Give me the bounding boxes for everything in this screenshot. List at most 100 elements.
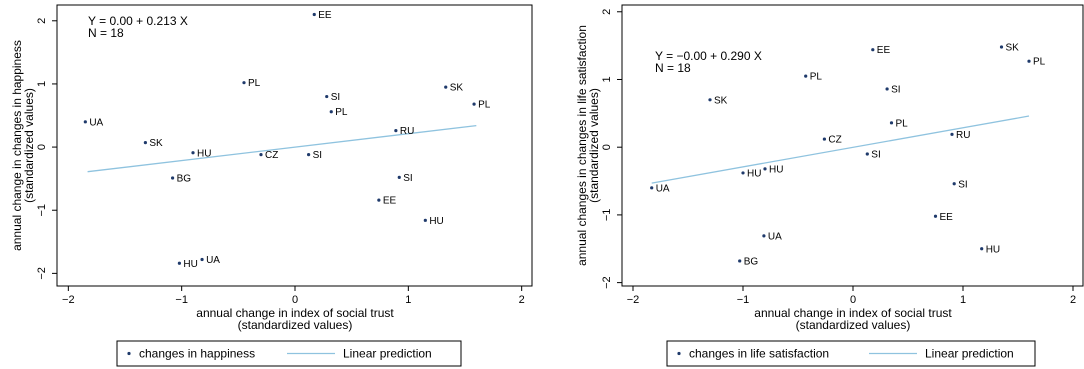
point-label: EE	[940, 212, 954, 223]
point-label: EE	[877, 45, 891, 56]
data-point	[708, 98, 712, 102]
x-tick-label: 0	[292, 294, 298, 306]
data-point	[952, 182, 956, 186]
point-label: PL	[1033, 57, 1046, 68]
data-point	[763, 167, 767, 171]
legend-label: changes in life satisfaction	[689, 347, 829, 361]
point-label: SI	[871, 149, 880, 160]
point-label: SI	[331, 92, 340, 103]
data-point	[871, 48, 875, 52]
data-point	[472, 102, 476, 106]
legend-box	[666, 340, 1036, 367]
point-label: PL	[478, 100, 491, 111]
y-tick-label: 1	[36, 81, 48, 87]
legend-marker	[127, 351, 131, 356]
x-tick-label: −1	[737, 294, 750, 306]
point-label: BG	[744, 256, 759, 267]
y-tick-label: 0	[601, 144, 613, 150]
point-label: SI	[313, 150, 322, 161]
point-label: HU	[769, 164, 783, 175]
data-point	[423, 218, 427, 222]
data-point	[650, 186, 654, 190]
point-label: PL	[335, 107, 348, 118]
x-tick-label: 0	[850, 294, 856, 306]
legend-label: changes in happiness	[139, 347, 255, 361]
point-label: EE	[318, 10, 332, 21]
data-point	[325, 94, 329, 99]
point-label: CZ	[828, 135, 841, 146]
data-point	[738, 259, 742, 263]
point-label: SK	[1006, 42, 1020, 53]
data-point	[762, 234, 766, 238]
data-point	[933, 214, 938, 218]
y-tick-label: −2	[36, 267, 48, 280]
data-point	[865, 152, 869, 156]
point-label: UA	[656, 183, 670, 194]
regression-annotation: Y = −0.00 + 0.290 X	[655, 49, 762, 63]
data-point	[999, 45, 1004, 49]
legend-label: Linear prediction	[343, 347, 432, 361]
point-label: PL	[810, 72, 823, 83]
chart-happiness: −2 −1 0 1 2 −2 −1 0 1 2 annual change in index of …	[10, 4, 533, 367]
data-point	[889, 121, 894, 125]
data-point	[980, 247, 984, 251]
data-point	[259, 153, 263, 157]
linear-prediction-line	[87, 124, 477, 173]
data-point	[307, 153, 311, 157]
point-label: SK	[450, 83, 464, 94]
point-label: UA	[89, 117, 103, 128]
x-axis-title: annual change in index of social trust	[754, 306, 952, 320]
y-tick-label: 2	[601, 9, 613, 15]
x-axis-title: (standardized values)	[796, 318, 911, 332]
point-label: EE	[383, 196, 397, 207]
y-tick-label: 2	[36, 18, 48, 24]
regression-annotation: N = 18	[88, 26, 124, 40]
x-tick-label: 1	[960, 294, 966, 306]
point-label: SK	[149, 138, 163, 149]
y-axis-title: (standardized values)	[587, 88, 601, 203]
x-axis-title: annual change in index of social trust	[196, 306, 394, 320]
y-tick-label: −2	[601, 276, 613, 289]
data-point	[191, 151, 195, 155]
data-point	[242, 81, 246, 85]
x-tick-label: 1	[405, 294, 411, 306]
data-point	[312, 12, 316, 17]
point-label: PL	[896, 118, 909, 129]
data-point	[444, 85, 448, 89]
x-tick-label: −1	[175, 294, 188, 306]
point-label: HU	[986, 244, 1000, 255]
data-point	[397, 175, 401, 179]
data-point	[804, 74, 808, 78]
data-point	[83, 120, 87, 124]
data-point	[200, 257, 204, 262]
legend-marker	[677, 351, 681, 356]
x-tick-label: 2	[1070, 294, 1076, 306]
data-point	[950, 132, 954, 136]
linear-prediction-line	[651, 115, 1030, 184]
y-axis-title: annual change in changes in happiness	[10, 40, 24, 251]
point-label: HU	[197, 148, 211, 159]
data-point	[143, 141, 147, 145]
point-label: BG	[177, 174, 192, 185]
point-label: UA	[768, 231, 782, 242]
data-point	[822, 137, 827, 141]
y-axis-title: annual changes in changes in life satisf…	[575, 25, 589, 266]
x-axis-title: (standardized values)	[238, 318, 353, 332]
x-tick-label: 2	[519, 294, 525, 306]
y-tick-label: 0	[36, 144, 48, 150]
data-point	[1027, 59, 1031, 63]
point-label: HU	[747, 168, 761, 179]
point-label: HU	[429, 216, 443, 227]
point-label: SI	[958, 179, 967, 190]
data-point	[885, 87, 889, 91]
chart-life-satisfaction: −2 −1 0 1 2 −2 −1 0 1 2 annual change in index of …	[575, 4, 1084, 367]
data-point	[329, 110, 333, 114]
y-tick-label: −1	[36, 204, 48, 217]
point-label: PL	[248, 78, 261, 89]
legend-label: Linear prediction	[925, 347, 1014, 361]
data-point	[377, 198, 381, 202]
x-tick-label: −2	[627, 294, 640, 306]
point-label: SI	[891, 84, 900, 95]
data-point	[741, 171, 745, 175]
